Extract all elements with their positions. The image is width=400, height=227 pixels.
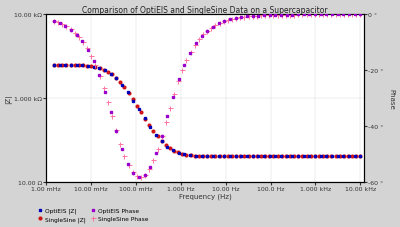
OptiEIS |Z| [125, 91, 130, 94]
SingleSine Phase [138, 176, 143, 179]
OptiEIS Phase [108, 111, 113, 114]
OptiEIS |Z| [358, 155, 363, 158]
OptiEIS |Z| [108, 73, 113, 76]
SingleSine |Z| [52, 64, 56, 67]
OptiEIS Phase [330, 14, 334, 17]
Line: SingleSine Phase: SingleSine Phase [52, 13, 363, 180]
Y-axis label: |Z|: |Z| [6, 94, 12, 103]
OptiEIS |Z| [86, 65, 90, 68]
SingleSine |Z| [304, 155, 309, 158]
OptiEIS |Z| [324, 155, 329, 158]
SingleSine Phase [300, 14, 305, 17]
SingleSine Phase [288, 14, 292, 17]
SingleSine |Z| [292, 155, 296, 158]
SingleSine |Z| [296, 155, 301, 158]
SingleSine |Z| [284, 155, 288, 158]
Line: OptiEIS |Z|: OptiEIS |Z| [53, 64, 362, 158]
OptiEIS |Z| [165, 146, 170, 148]
Line: OptiEIS Phase: OptiEIS Phase [53, 14, 362, 179]
Y-axis label: Phase: Phase [388, 88, 394, 109]
SingleSine |Z| [325, 155, 330, 158]
OptiEIS Phase [86, 49, 90, 52]
SingleSine |Z| [76, 64, 81, 67]
Title: Comparison of OptiEIS and SingleSine Data on a Supercapacitor: Comparison of OptiEIS and SingleSine Dat… [82, 5, 328, 15]
OptiEIS Phase [352, 14, 357, 17]
SingleSine Phase [308, 14, 313, 17]
SingleSine Phase [76, 36, 81, 39]
Line: SingleSine |Z|: SingleSine |Z| [53, 64, 362, 158]
OptiEIS Phase [358, 14, 363, 17]
OptiEIS Phase [52, 20, 56, 23]
SingleSine |Z| [358, 155, 363, 158]
OptiEIS |Z| [352, 155, 357, 158]
SingleSine Phase [358, 14, 363, 17]
OptiEIS |Z| [52, 64, 56, 67]
SingleSine Phase [296, 14, 301, 17]
SingleSine Phase [52, 20, 56, 23]
OptiEIS Phase [171, 96, 176, 99]
SingleSine Phase [329, 14, 334, 17]
Legend: OptiEIS |Z|, SingleSine |Z|, OptiEIS Phase, SingleSine Phase: OptiEIS |Z|, SingleSine |Z|, OptiEIS Pha… [35, 205, 151, 224]
OptiEIS Phase [125, 163, 130, 165]
X-axis label: Frequency (Hz): Frequency (Hz) [179, 192, 231, 199]
OptiEIS Phase [137, 176, 142, 179]
